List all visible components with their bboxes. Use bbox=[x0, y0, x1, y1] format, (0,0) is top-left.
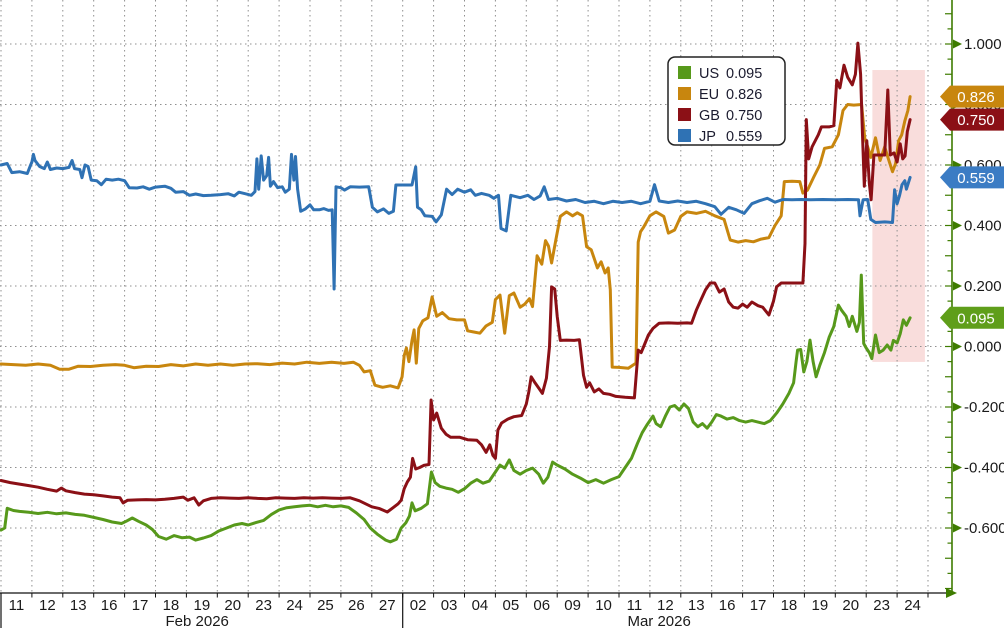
x-day-label: 12 bbox=[39, 597, 56, 614]
legend-swatch-gb bbox=[678, 108, 691, 121]
legend-swatch-eu bbox=[678, 87, 691, 100]
legend-label-us: US bbox=[699, 66, 719, 82]
value-badge-label-jp: 0.559 bbox=[957, 170, 995, 187]
x-day-label: 26 bbox=[348, 597, 365, 614]
value-badge-us bbox=[940, 306, 1004, 329]
x-day-label: 10 bbox=[595, 597, 612, 614]
x-month-label: Mar 2026 bbox=[627, 613, 690, 629]
x-day-label: 06 bbox=[533, 597, 550, 614]
legend-box bbox=[667, 56, 786, 146]
x-day-label: 11 bbox=[9, 597, 25, 614]
x-month-label: Feb 2026 bbox=[166, 613, 229, 629]
x-day-label: 18 bbox=[163, 597, 180, 614]
x-day-label: 18 bbox=[781, 597, 798, 614]
x-day-label: 24 bbox=[904, 597, 921, 614]
y-tick-label: 0.200 bbox=[964, 278, 1002, 295]
x-day-label: 19 bbox=[812, 597, 829, 614]
x-day-label: 04 bbox=[472, 597, 489, 614]
series-line-jp bbox=[0, 152, 912, 291]
value-badge-jp bbox=[940, 166, 1004, 189]
x-day-label: 23 bbox=[873, 597, 890, 614]
x-day-label: 12 bbox=[657, 597, 674, 614]
y-tick-label: 0.000 bbox=[964, 339, 1002, 356]
value-badge-eu bbox=[940, 85, 1004, 108]
x-day-label: 02 bbox=[410, 597, 427, 614]
x-day-label: 20 bbox=[224, 597, 241, 614]
legend-value-us: 0.095 bbox=[726, 66, 762, 82]
x-day-label: 11 bbox=[627, 597, 643, 614]
x-day-label: 09 bbox=[564, 597, 581, 614]
x-day-label: 05 bbox=[503, 597, 520, 614]
y-tick-arrow-icon bbox=[953, 402, 962, 412]
legend-label-gb: GB bbox=[699, 108, 720, 124]
x-day-label: 17 bbox=[750, 597, 767, 614]
series-line-gb bbox=[0, 41, 912, 514]
x-day-label: 20 bbox=[842, 597, 859, 614]
y-tick-arrow-icon bbox=[953, 463, 962, 472]
y-tick-arrow-icon bbox=[953, 342, 962, 351]
legend-value-jp: 0.559 bbox=[726, 129, 762, 145]
legend-label-jp: JP bbox=[699, 129, 716, 145]
y-tick-arrow-icon bbox=[953, 39, 962, 49]
x-day-label: 27 bbox=[379, 597, 396, 614]
y-tick-label: -0.600 bbox=[964, 520, 1004, 537]
value-badge-gb bbox=[940, 108, 1004, 131]
x-day-label: 17 bbox=[132, 597, 149, 614]
y-tick-label: 1.000 bbox=[964, 36, 1002, 53]
x-day-label: 23 bbox=[255, 597, 272, 614]
x-day-label: 25 bbox=[317, 597, 334, 614]
y-tick-arrow-icon bbox=[953, 221, 962, 230]
x-day-label: 19 bbox=[194, 597, 211, 614]
x-day-label: 24 bbox=[286, 597, 303, 614]
highlight-band bbox=[872, 70, 925, 362]
legend-value-gb: 0.750 bbox=[726, 108, 762, 124]
y-tick-arrow-icon bbox=[953, 281, 962, 291]
legend-swatch-us bbox=[678, 66, 691, 79]
legend-value-eu: 0.826 bbox=[726, 87, 762, 103]
x-day-label: 13 bbox=[70, 597, 87, 614]
x-day-label: 03 bbox=[441, 597, 458, 614]
legend-swatch-jp bbox=[678, 129, 691, 142]
legend-label-eu: EU bbox=[699, 87, 719, 103]
series-line-us bbox=[0, 273, 912, 544]
y-tick-arrow-icon bbox=[953, 523, 962, 533]
y-tick-label: 0.400 bbox=[964, 218, 1002, 235]
value-badge-label-us: 0.095 bbox=[957, 310, 995, 327]
value-badge-label-gb: 0.750 bbox=[957, 112, 995, 129]
x-day-label: 16 bbox=[101, 597, 118, 614]
x-day-label: 13 bbox=[688, 597, 705, 614]
y-tick-label: -0.200 bbox=[964, 399, 1004, 416]
y-tick-label: -0.400 bbox=[964, 460, 1004, 477]
x-day-label: 16 bbox=[719, 597, 736, 614]
value-badge-label-eu: 0.826 bbox=[957, 89, 995, 106]
